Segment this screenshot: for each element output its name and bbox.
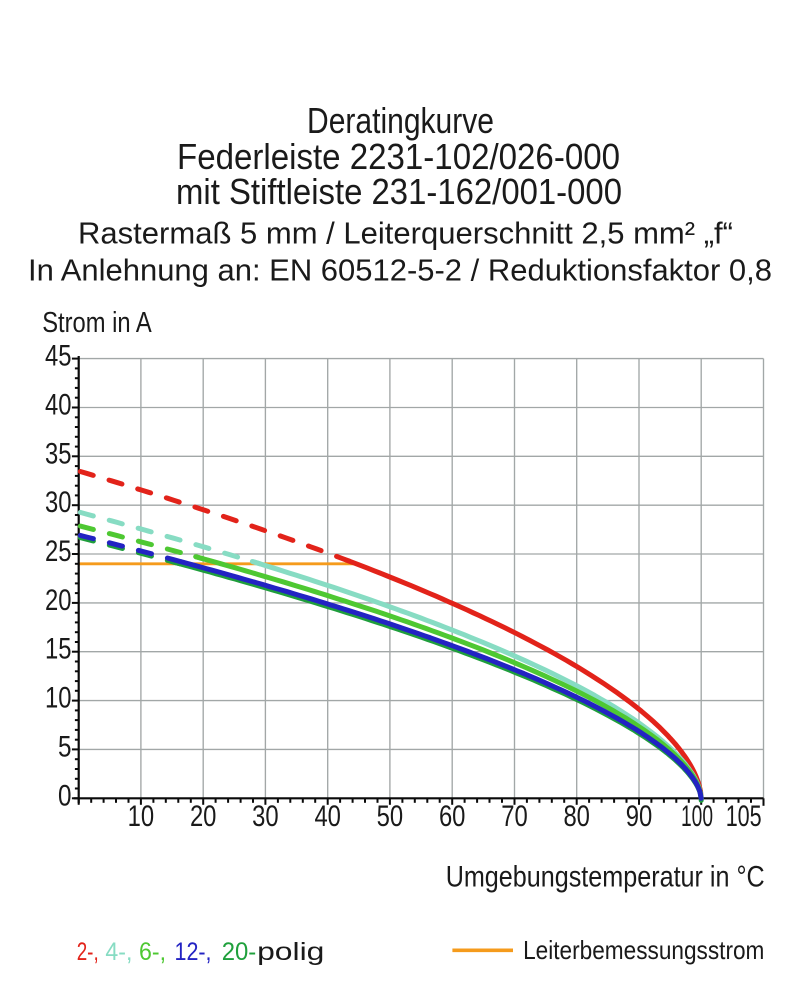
svg-text:12-,: 12-, — [175, 938, 212, 966]
svg-text:30: 30 — [45, 486, 72, 519]
svg-text:polig: polig — [257, 938, 324, 966]
svg-text:20-: 20- — [222, 938, 257, 966]
svg-text:6-,: 6-, — [139, 938, 166, 966]
svg-text:Strom in A: Strom in A — [42, 306, 152, 338]
svg-text:20: 20 — [190, 800, 217, 833]
svg-text:100: 100 — [681, 800, 713, 833]
svg-text:In Anlehnung an: EN 60512-5-2: In Anlehnung an: EN 60512-5-2 / Reduktio… — [28, 254, 772, 288]
svg-text:mit Stiftleiste 231-162/001-00: mit Stiftleiste 231-162/001-000 — [176, 171, 622, 212]
svg-text:70: 70 — [501, 800, 528, 833]
svg-text:Umgebungstemperatur in °C: Umgebungstemperatur in °C — [446, 861, 765, 894]
svg-text:15: 15 — [45, 633, 72, 666]
svg-text:30: 30 — [252, 800, 279, 833]
svg-text:10: 10 — [128, 800, 155, 833]
svg-text:45: 45 — [45, 340, 72, 373]
svg-text:10: 10 — [45, 682, 72, 715]
svg-text:20: 20 — [45, 584, 72, 617]
svg-text:90: 90 — [626, 800, 653, 833]
svg-text:40: 40 — [45, 389, 72, 422]
svg-text:60: 60 — [439, 800, 466, 833]
svg-text:Deratingkurve: Deratingkurve — [307, 100, 494, 141]
svg-text:50: 50 — [377, 800, 404, 833]
svg-text:40: 40 — [314, 800, 341, 833]
svg-text:Federleiste 2231-102/026-000: Federleiste 2231-102/026-000 — [177, 136, 620, 177]
svg-text:4-,: 4-, — [105, 938, 132, 966]
svg-text:Rastermaß 5 mm / Leiterquersch: Rastermaß 5 mm / Leiterquerschnitt 2,5 m… — [78, 216, 733, 250]
svg-text:Leiterbemessungsstrom: Leiterbemessungsstrom — [523, 935, 764, 965]
svg-text:105: 105 — [726, 800, 762, 833]
svg-text:5: 5 — [58, 730, 72, 763]
svg-text:80: 80 — [563, 800, 590, 833]
svg-text:35: 35 — [45, 437, 72, 470]
svg-text:0: 0 — [58, 779, 72, 812]
svg-text:25: 25 — [45, 535, 72, 568]
svg-text:2-,: 2-, — [77, 938, 99, 966]
